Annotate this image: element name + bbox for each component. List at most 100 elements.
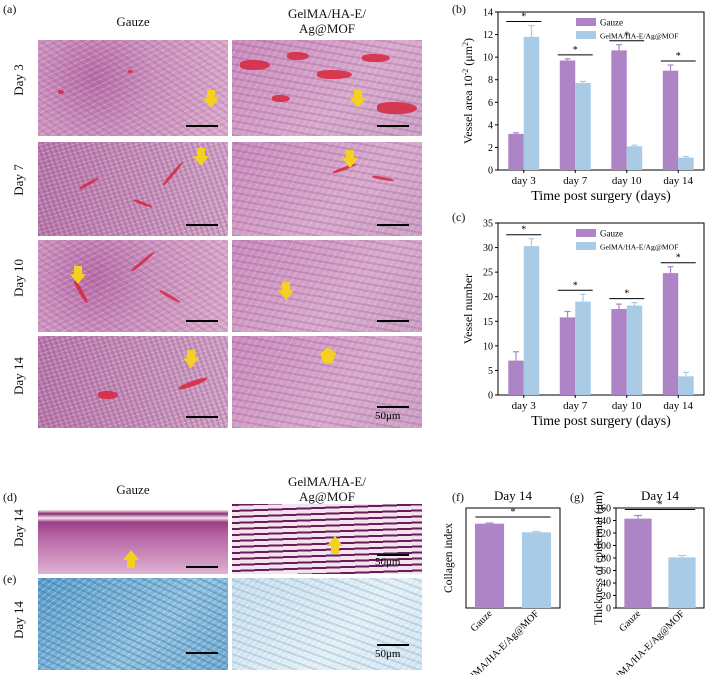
x-tick-label: day 7	[563, 400, 588, 412]
row-label-day3: Day 3	[11, 64, 26, 96]
panel-label-a: (a)	[3, 2, 17, 16]
y-tick-label: 8	[488, 75, 493, 86]
x-tick-label: GelMA/HA-E/Ag@MOF	[606, 608, 687, 675]
y-tick-label: 0	[488, 166, 493, 177]
bar-treated	[575, 83, 591, 170]
y-tick-label: 20	[483, 292, 493, 303]
he-image-gauze-day10	[38, 240, 228, 332]
he-image-gauze-day7	[38, 142, 228, 236]
significance-star: *	[573, 280, 578, 291]
row-label-day10: Day 10	[11, 259, 26, 297]
bar-gauze	[662, 273, 679, 395]
chart-title: Day 14	[641, 488, 679, 503]
bar-gauze	[474, 523, 505, 608]
x-tick-label: day 10	[612, 175, 642, 187]
x-axis-label: Time post surgery (days)	[531, 189, 671, 204]
significance-star: *	[521, 225, 526, 236]
panel-label-f: (f)	[452, 490, 464, 504]
y-tick-label: 35	[483, 219, 493, 230]
y-axis-label: Thickness of epidermal (μm)	[593, 491, 605, 625]
he-image-gauze-day14	[38, 336, 228, 428]
bar-treated	[575, 301, 591, 395]
arrow-icon	[327, 536, 343, 554]
bar-gauze	[624, 518, 652, 608]
he-image-gauze-day3	[38, 40, 228, 136]
significance-star: *	[676, 253, 681, 264]
y-axis-label: Collagen index	[443, 523, 455, 593]
arrow-icon	[123, 550, 139, 568]
x-tick-label: Gauze	[469, 608, 495, 634]
collagen-image-treated: 50μm	[232, 578, 422, 670]
x-tick-label: day 14	[663, 175, 693, 187]
y-tick-label: 120	[596, 529, 611, 540]
x-tick-label: day 3	[512, 400, 537, 412]
collagen-image-gauze	[38, 578, 228, 670]
column-title-treated-line2: Ag@MOF	[298, 21, 356, 36]
bar-treated	[668, 557, 696, 608]
y-tick-label: 5	[488, 366, 493, 377]
y-axis-label: Vessel area 10-2 (μm2)	[461, 38, 476, 144]
legend-swatch	[576, 229, 596, 237]
significance-star: *	[511, 507, 516, 518]
arrow-icon	[70, 266, 86, 284]
row-label-collagen-day14: Day 14	[11, 601, 26, 639]
panel-label-g: (g)	[570, 490, 584, 504]
scale-bar-label: 50μm	[375, 410, 401, 422]
bar-gauze	[559, 60, 576, 170]
bar-gauze	[559, 317, 576, 395]
y-tick-label: 140	[596, 516, 611, 527]
x-tick-label: Gauze	[617, 608, 643, 634]
column-title-gauze: Gauze	[116, 14, 150, 29]
he-image-treated-day7	[232, 142, 422, 236]
x-axis-label: Time post surgery (days)	[531, 414, 671, 429]
y-tick-label: 30	[483, 243, 493, 254]
y-tick-label: 0	[606, 604, 611, 615]
bar-gauze	[508, 360, 524, 395]
column-title-treated-d-line2: Ag@MOF	[298, 489, 356, 504]
y-tick-label: 160	[596, 504, 611, 515]
significance-star: *	[676, 51, 681, 62]
y-tick-label: 20	[601, 591, 611, 602]
bar-gauze	[662, 70, 679, 170]
he-image-treated-day3	[232, 40, 422, 136]
skin-image-gauze	[38, 504, 228, 574]
x-tick-label: day 7	[563, 175, 588, 187]
bar-treated	[523, 36, 540, 171]
y-tick-label: 12	[483, 30, 493, 41]
column-title-treated-d: GelMA/HA-E/ Ag@MOF	[232, 474, 422, 504]
arrow-icon	[320, 346, 336, 364]
y-axis-label: Vessel number	[461, 274, 475, 344]
y-tick-label: 10	[483, 53, 493, 64]
column-title-gauze-d: Gauze	[116, 482, 150, 497]
scale-bar-label-d: 50μm	[375, 556, 401, 568]
he-image-treated-day14: 50μm	[232, 336, 422, 428]
arrow-icon	[350, 90, 366, 108]
y-tick-label: 25	[483, 268, 493, 279]
column-title-treated-line1: GelMA/HA-E/	[288, 6, 366, 21]
panel-label-b: (b)	[452, 2, 466, 16]
scale-bar-label-e: 50μm	[375, 648, 401, 660]
legend-label: Gauze	[600, 18, 623, 28]
bar-gauze	[611, 309, 627, 395]
he-image-treated-day10	[232, 240, 422, 332]
bar-gauze	[611, 50, 627, 170]
bar-treated	[523, 246, 540, 395]
y-tick-label: 40	[601, 579, 611, 590]
significance-star: *	[658, 500, 663, 511]
y-tick-label: 15	[483, 317, 493, 328]
bar-treated	[678, 376, 694, 395]
y-tick-label: 14	[483, 8, 493, 19]
skin-image-treated: 50μm	[232, 504, 422, 574]
arrow-icon	[183, 350, 199, 368]
arrow-icon	[203, 90, 219, 108]
y-tick-label: 6	[488, 98, 493, 109]
y-tick-label: 4	[488, 120, 493, 131]
y-tick-label: 100	[596, 541, 611, 552]
x-tick-label: day 3	[512, 175, 537, 187]
column-title-treated: GelMA/HA-E/ Ag@MOF	[232, 6, 422, 36]
bar-gauze	[508, 133, 524, 170]
chart-title: Day 14	[494, 488, 532, 503]
